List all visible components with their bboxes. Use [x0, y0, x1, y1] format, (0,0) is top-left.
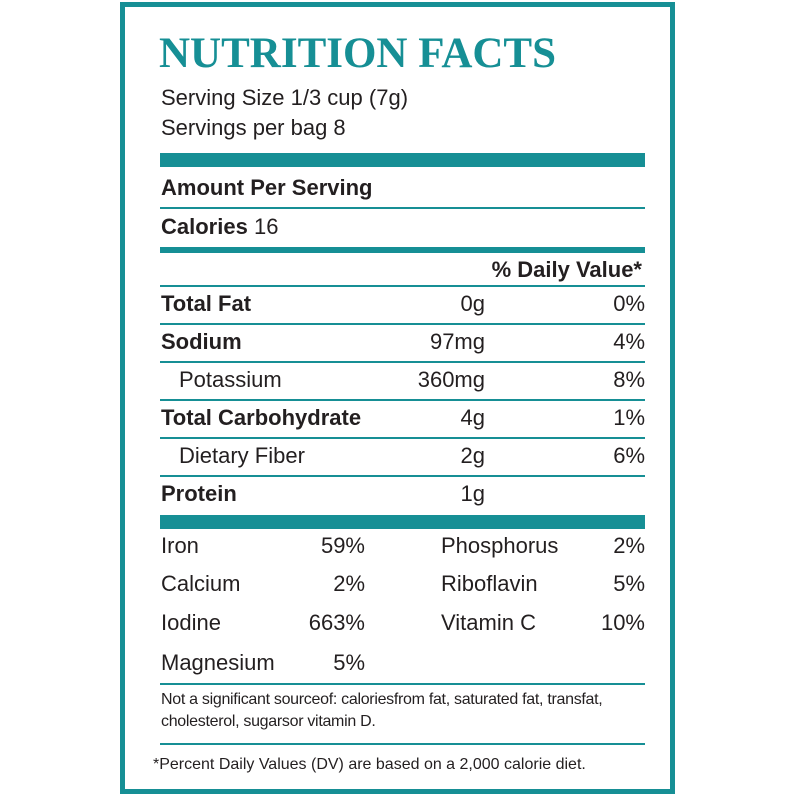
nutrient-daily-value: 1% [613, 405, 645, 430]
divider [160, 285, 645, 287]
nutrient-row-protein: Protein 1g [161, 481, 645, 515]
nutrient-daily-value: 4% [613, 329, 645, 354]
nutrient-amount: 2g [460, 443, 485, 468]
nutrient-row-potassium: Potassium 360mg 8% [161, 367, 645, 401]
divider [160, 475, 645, 477]
nutrition-label: NUTRITION FACTS Serving Size 1/3 cup (7g… [120, 2, 675, 794]
vitamin-name: Riboflavin [441, 571, 538, 596]
daily-value-footnote: *Percent Daily Values (DV) are based on … [153, 756, 586, 773]
nutrient-amount: 97mg [429, 329, 485, 354]
divider [160, 683, 645, 685]
vitamin-name: Vitamin C [441, 610, 536, 635]
vitamin-name: Magnesium [161, 650, 275, 675]
nutrient-amount: 0g [460, 291, 485, 316]
vitamin-name: Phosphorus [441, 533, 559, 558]
amount-per-serving-heading: Amount Per Serving [161, 175, 373, 200]
nutrient-name: Protein [161, 481, 237, 506]
vitamin-daily-value: 5% [333, 650, 365, 675]
calories-label: Calories [161, 214, 248, 239]
nutrient-name: Dietary Fiber [179, 443, 305, 468]
nutrient-row-sodium: Sodium 97mg 4% [161, 329, 645, 363]
servings-per-container: Servings per bag 8 [161, 115, 346, 140]
nutrient-row-total-carbohydrate: Total Carbohydrate 4g 1% [161, 405, 645, 439]
calories-row: Calories 16 [161, 214, 278, 240]
divider [160, 437, 645, 439]
nutrient-daily-value: 8% [613, 367, 645, 392]
nutrient-row-total-fat: Total Fat 0g 0% [161, 291, 645, 325]
nutrient-amount: 1g [460, 481, 485, 506]
nutrient-amount: 4g [460, 405, 485, 430]
nutrient-name: Total Fat [161, 291, 252, 316]
vitamin-name: Calcium [161, 571, 241, 596]
nutrient-amount: 360mg [417, 367, 485, 392]
label-title: NUTRITION FACTS [159, 30, 557, 77]
thick-divider-top [160, 153, 645, 167]
vitamin-daily-value: 2% [613, 533, 645, 558]
nutrient-name: Potassium [179, 367, 282, 392]
nutrient-row-dietary-fiber: Dietary Fiber 2g 6% [161, 443, 645, 477]
divider [160, 207, 645, 209]
vitamin-name: Iodine [161, 610, 221, 635]
divider [160, 323, 645, 325]
nutrient-name: Sodium [161, 329, 242, 354]
vitamin-name: Iron [161, 533, 199, 558]
nutrient-daily-value: 0% [613, 291, 645, 316]
divider [160, 399, 645, 401]
serving-size: Serving Size 1/3 cup (7g) [161, 85, 409, 110]
vitamin-daily-value: 2% [333, 571, 365, 596]
not-significant-note: Not a significant sourceof: caloriesfrom… [161, 691, 603, 730]
daily-value-header: % Daily Value* [491, 257, 642, 282]
divider [160, 361, 645, 363]
thick-divider-vitamins [160, 515, 645, 529]
vitamin-daily-value: 663% [308, 610, 365, 635]
calories-value: 16 [253, 214, 279, 239]
vitamin-daily-value: 59% [320, 533, 365, 558]
divider [160, 743, 645, 745]
medium-divider [160, 247, 645, 253]
vitamin-daily-value: 5% [613, 571, 645, 596]
nutrient-daily-value: 6% [613, 443, 645, 468]
vitamin-daily-value: 10% [600, 610, 645, 635]
nutrient-name: Total Carbohydrate [161, 405, 362, 430]
